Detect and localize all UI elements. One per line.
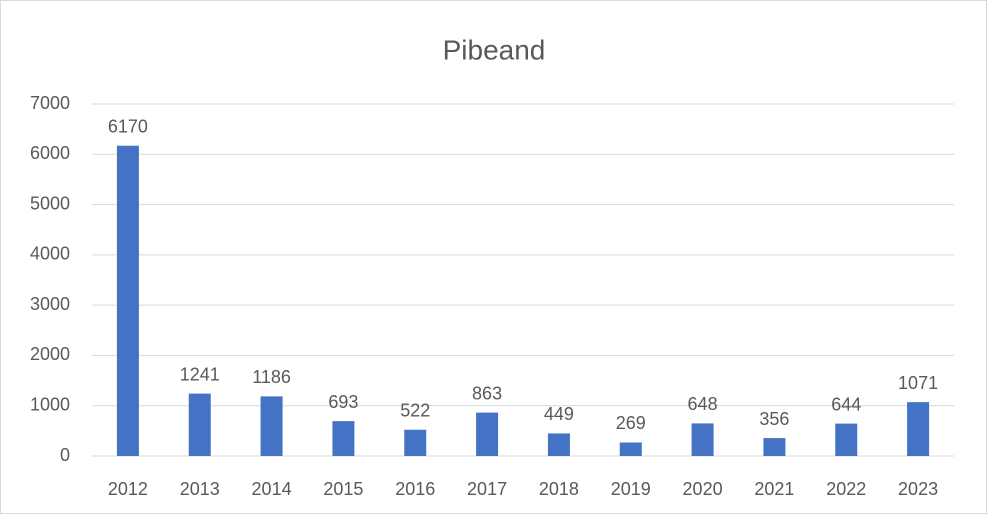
data-label: 1186 bbox=[252, 367, 291, 387]
bar bbox=[547, 433, 570, 456]
data-label: 1241 bbox=[180, 364, 220, 384]
data-label: 648 bbox=[688, 394, 718, 414]
y-tick-label: 7000 bbox=[30, 93, 70, 113]
x-tick-label: 2021 bbox=[754, 479, 794, 499]
y-tick-label: 0 bbox=[60, 445, 70, 465]
bar bbox=[260, 396, 283, 456]
data-label: 1071 bbox=[898, 373, 938, 393]
x-tick-label: 2012 bbox=[108, 479, 148, 499]
x-tick-label: 2013 bbox=[180, 479, 220, 499]
y-tick-label: 4000 bbox=[30, 244, 70, 264]
x-tick-label: 2022 bbox=[826, 479, 866, 499]
bar bbox=[404, 429, 427, 456]
y-tick-label: 3000 bbox=[30, 294, 70, 314]
data-label: 449 bbox=[544, 404, 574, 424]
data-label: 863 bbox=[472, 383, 502, 403]
data-label: 644 bbox=[831, 394, 861, 414]
x-tick-label: 2017 bbox=[467, 479, 507, 499]
y-tick-label: 1000 bbox=[30, 394, 70, 414]
bar bbox=[188, 393, 211, 456]
y-tick-label: 5000 bbox=[30, 193, 70, 213]
data-label: 522 bbox=[400, 401, 430, 421]
x-tick-label: 2019 bbox=[611, 479, 651, 499]
bar bbox=[691, 423, 714, 456]
bar bbox=[907, 402, 930, 456]
x-tick-label: 2020 bbox=[683, 479, 723, 499]
chart-title: Pibeand bbox=[443, 34, 546, 65]
x-tick-label: 2023 bbox=[898, 479, 938, 499]
x-tick-label: 2015 bbox=[323, 479, 363, 499]
data-label: 6170 bbox=[108, 116, 148, 136]
y-tick-label: 6000 bbox=[30, 143, 70, 163]
bar bbox=[116, 145, 139, 457]
data-label: 269 bbox=[616, 413, 646, 433]
data-label: 693 bbox=[328, 392, 358, 412]
x-tick-label: 2018 bbox=[539, 479, 579, 499]
bar bbox=[763, 438, 786, 456]
bar bbox=[332, 421, 355, 456]
bar bbox=[619, 442, 642, 456]
data-label: 356 bbox=[759, 409, 789, 429]
bar bbox=[835, 423, 858, 456]
bar bbox=[476, 412, 499, 456]
x-tick-label: 2014 bbox=[252, 479, 292, 499]
y-tick-label: 2000 bbox=[30, 344, 70, 364]
x-tick-label: 2016 bbox=[395, 479, 435, 499]
